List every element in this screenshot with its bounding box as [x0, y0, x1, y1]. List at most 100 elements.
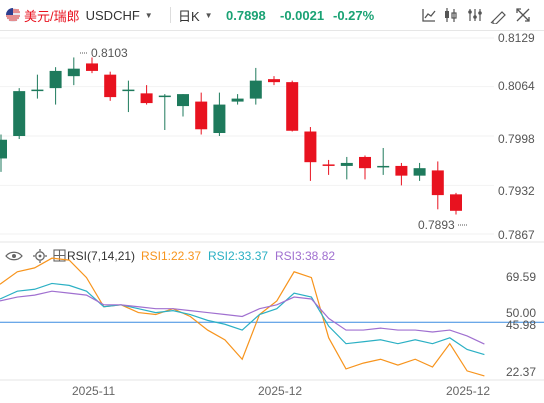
- candle-body: [140, 93, 153, 104]
- rsi-tick: 45.98: [506, 318, 536, 332]
- price-grid: [0, 37, 494, 235]
- candle: [268, 76, 280, 86]
- fullscreen-icon[interactable]: [514, 6, 532, 24]
- price-tick: 0.7998: [498, 132, 535, 146]
- settings-icon[interactable]: [33, 249, 47, 263]
- candle: [31, 74, 44, 99]
- candle: [122, 80, 135, 113]
- drawing-icon[interactable]: [490, 6, 508, 24]
- date-tick: 2025-12: [258, 384, 302, 398]
- candle-body: [377, 165, 390, 168]
- candle-body: [213, 104, 226, 134]
- rsi-line-rsi3: [0, 290, 485, 345]
- rsi1-legend: RSI1:22.37: [141, 249, 201, 263]
- price-tick: 0.8064: [498, 79, 535, 93]
- candle: [158, 94, 171, 131]
- candle: [231, 94, 244, 105]
- candle-body: [431, 170, 444, 196]
- price-tick: 0.7867: [498, 228, 535, 242]
- candle-body: [67, 68, 80, 77]
- price-change-pct: -0.27%: [333, 7, 375, 23]
- candle-body: [322, 164, 335, 166]
- candle: [431, 161, 444, 210]
- candles: [0, 57, 462, 215]
- date-tick: 2025-11: [72, 384, 115, 398]
- price-tick: 0.7932: [498, 184, 535, 198]
- pair-selector[interactable]: 美元/瑞郎 USDCHF ▼: [6, 0, 153, 30]
- rsi-tick: 22.37: [506, 365, 536, 379]
- candle: [450, 192, 462, 215]
- candle-body: [177, 94, 189, 107]
- candle: [140, 85, 153, 105]
- eye-icon[interactable]: [5, 251, 23, 261]
- candle: [322, 159, 335, 175]
- candle-body: [104, 74, 117, 98]
- high-marker-label: 0.8103: [91, 46, 128, 60]
- low-marker-label: 0.7893: [418, 218, 455, 232]
- candle: [49, 67, 62, 105]
- candle: [395, 162, 408, 186]
- candle: [286, 80, 299, 132]
- candle-body: [13, 91, 26, 136]
- candle: [104, 71, 117, 101]
- chevron-down-icon: ▼: [144, 10, 153, 20]
- candle-body: [31, 89, 44, 92]
- price-tick: 0.8129: [498, 31, 535, 45]
- pair-cn-label: 美元/瑞郎: [24, 8, 80, 24]
- candle-body: [249, 80, 262, 99]
- candle: [304, 127, 317, 181]
- candle-body: [49, 70, 62, 89]
- level-50-badge: [498, 305, 544, 320]
- candle: [86, 57, 98, 74]
- rsi-legend: RSI(7,14,21) RSI1:22.37 RSI2:33.37 RSI3:…: [5, 249, 335, 263]
- candle-body: [122, 89, 135, 92]
- rsi-title: RSI(7,14,21): [67, 249, 135, 263]
- symbol-label: USDCHF: [85, 7, 140, 23]
- period-label: 日K: [178, 8, 200, 24]
- rsi2-legend: RSI2:33.37: [208, 249, 268, 263]
- candle-body: [304, 131, 317, 163]
- us-flag-icon: [6, 8, 20, 22]
- chevron-down-icon: ▼: [204, 10, 213, 20]
- candle-body: [0, 139, 7, 159]
- candle-body: [413, 168, 426, 176]
- candle: [67, 57, 80, 86]
- candle: [377, 147, 390, 175]
- candle-body: [450, 194, 462, 211]
- current-price: 0.7898: [226, 7, 266, 23]
- candle: [195, 92, 208, 135]
- level-50-label: 50.00: [506, 306, 536, 320]
- candle-body: [286, 82, 299, 131]
- price-change: -0.0021: [280, 7, 325, 23]
- rsi-line-rsi2: [0, 282, 485, 356]
- candle: [340, 156, 353, 180]
- candle: [249, 67, 262, 105]
- candle: [213, 92, 226, 136]
- candle-body: [158, 95, 171, 98]
- rsi3-legend: RSI3:38.82: [275, 249, 335, 263]
- rsi-tick: 69.59: [506, 270, 536, 284]
- candle: [177, 94, 189, 117]
- candle-body: [268, 79, 280, 83]
- line-chart-icon[interactable]: [420, 6, 438, 24]
- chart-toolbar: 美元/瑞郎 USDCHF ▼ 日K ▼ 0.7898 -0.0021 -0.27…: [0, 0, 544, 31]
- period-selector[interactable]: 日K ▼: [178, 0, 213, 30]
- candle-style-icon[interactable]: [442, 6, 460, 24]
- rsi-axis: 69.59 50.00 45.98 22.37: [498, 270, 544, 379]
- date-tick: 2025-12: [446, 384, 490, 398]
- candle: [13, 88, 26, 139]
- rsi-line-rsi1: [0, 257, 485, 377]
- candle-body: [231, 98, 244, 102]
- candle: [413, 162, 426, 181]
- candle-body: [86, 63, 98, 71]
- rsi-lines: [0, 257, 544, 377]
- candle-body: [359, 156, 371, 169]
- candle-body: [195, 101, 208, 130]
- candle-body: [340, 162, 353, 166]
- price-axis: 0.8129 0.8064 0.7998 0.7932 0.7867: [498, 31, 535, 242]
- indicator-icon[interactable]: [466, 6, 484, 24]
- candle: [0, 134, 7, 172]
- candle-body: [395, 165, 408, 176]
- candle: [359, 155, 371, 180]
